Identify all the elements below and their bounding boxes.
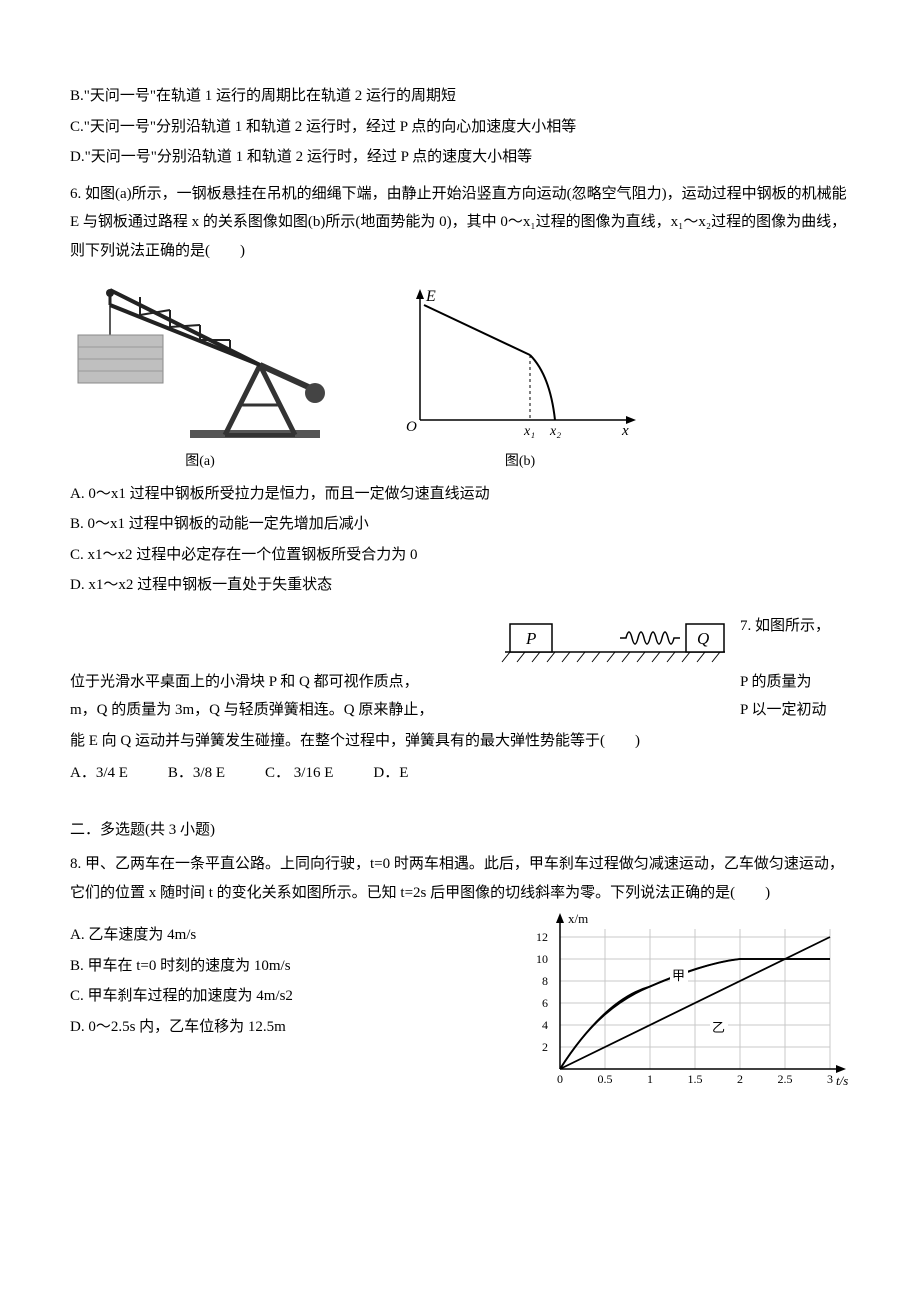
q7-option-c: C． 3/16 E: [265, 759, 333, 788]
q7-block: P Q 7. 如图所示， 位于光滑水平桌面上的小滑块 P 和 Q 都可视作质点，…: [70, 612, 850, 788]
x1-label: x₁: [523, 424, 535, 439]
q7-stem-2b: P 的质量为: [740, 668, 850, 697]
position-time-graph-icon: 2 4 6 8 10 12 0 0.5 1 1.5 2 2.5 3 x/m t/…: [520, 909, 850, 1099]
q6-figures: 图(a) E O x₁ x₂ x 图(b): [70, 275, 850, 476]
axis-x-label: x: [621, 423, 629, 439]
q6-figure-a-caption: 图(a): [70, 449, 330, 476]
q5-option-b: B."天问一号"在轨道 1 运行的周期比在轨道 2 运行的周期短: [70, 82, 850, 111]
xtick-25: 2.5: [778, 1072, 793, 1086]
q8-stem: 8. 甲、乙两车在一条平直公路。上同向行驶，t=0 时两车相遇。此后，甲车刹车过…: [70, 850, 850, 907]
q6-figure-b-caption: 图(b): [390, 449, 650, 476]
q7-stem-3b: P 以一定初动: [740, 696, 850, 725]
q8-graph: 2 4 6 8 10 12 0 0.5 1 1.5 2 2.5 3 x/m t/…: [520, 909, 850, 1099]
xtick-15: 1.5: [688, 1072, 703, 1086]
q8-option-b: B. 甲车在 t=0 时刻的速度为 10m/s: [70, 952, 500, 981]
y-axis-label: x/m: [568, 911, 588, 926]
ytick-10: 10: [536, 952, 548, 966]
q6-option-c: C. x1～x2 过程中必定存在一个位置钢板所受合力为 0: [70, 541, 850, 570]
q7-option-a: A．3/4 E: [70, 759, 128, 788]
xtick-2: 2: [737, 1072, 743, 1086]
q8-option-a: A. 乙车速度为 4m/s: [70, 921, 500, 950]
q8-option-d: D. 0～2.5s 内，乙车位移为 12.5m: [70, 1013, 500, 1042]
ytick-8: 8: [542, 974, 548, 988]
q7-option-d: D．E: [373, 759, 408, 788]
q7-stem-2a: 位于光滑水平桌面上的小滑块 P 和 Q 都可视作质点，: [70, 668, 740, 697]
crane-diagram-icon: [70, 275, 330, 445]
q5-option-d: D."天问一号"分别沿轨道 1 和轨道 2 运行时，经过 P 点的速度大小相等: [70, 143, 850, 172]
q5-option-c: C."天问一号"分别沿轨道 1 和轨道 2 运行时，经过 P 点的向心加速度大小…: [70, 113, 850, 142]
xtick-3: 3: [827, 1072, 833, 1086]
q6-option-a: A. 0～x1 过程中钢板所受拉力是恒力，而且一定做匀速直线运动: [70, 480, 850, 509]
x2-label: x₂: [549, 424, 561, 439]
axis-e-label: E: [425, 288, 436, 305]
q7-stem-1a: 7. 如图所示，: [740, 612, 850, 641]
xtick-05: 0.5: [598, 1072, 613, 1086]
ytick-2: 2: [542, 1040, 548, 1054]
origin-label: O: [406, 419, 417, 435]
q8-body: A. 乙车速度为 4m/s B. 甲车在 t=0 时刻的速度为 10m/s C.…: [70, 909, 850, 1099]
q6-option-b: B. 0～x1 过程中钢板的动能一定先增加后减小: [70, 510, 850, 539]
q6-stem: 6. 如图(a)所示，一钢板悬挂在吊机的细绳下端，由静止开始沿竖直方向运动(忽略…: [70, 180, 850, 266]
ytick-12: 12: [536, 930, 548, 944]
block-p-label: P: [525, 629, 536, 648]
energy-graph-icon: E O x₁ x₂ x: [390, 285, 650, 445]
q6-option-d: D. x1～x2 过程中钢板一直处于失重状态: [70, 571, 850, 600]
block-q-label: Q: [697, 629, 709, 648]
series-jia-label: 甲: [672, 968, 685, 983]
xtick-0: 0: [557, 1072, 563, 1086]
series-yi-label: 乙: [712, 1020, 725, 1035]
q7-option-b: B．3/8 E: [168, 759, 225, 788]
q7-stem-3a: m，Q 的质量为 3m，Q 与轻质弹簧相连。Q 原来静止，: [70, 696, 740, 725]
xtick-1: 1: [647, 1072, 653, 1086]
q7-stem-4: 能 E 向 Q 运动并与弹簧发生碰撞。在整个过程中，弹簧具有的最大弹性势能等于(…: [70, 727, 850, 756]
spring-block-diagram-icon: P Q: [500, 612, 730, 668]
q6-figure-b: E O x₁ x₂ x 图(b): [390, 285, 650, 476]
ytick-6: 6: [542, 996, 548, 1010]
x-axis-label: t/s: [836, 1073, 848, 1088]
q8-option-c: C. 甲车刹车过程的加速度为 4m/s2: [70, 982, 500, 1011]
ytick-4: 4: [542, 1018, 548, 1032]
q6-figure-a: 图(a): [70, 275, 330, 476]
q7-options: A．3/4 E B．3/8 E C． 3/16 E D．E: [70, 759, 850, 788]
section-2-heading: 二．多选题(共 3 小题): [70, 816, 850, 845]
